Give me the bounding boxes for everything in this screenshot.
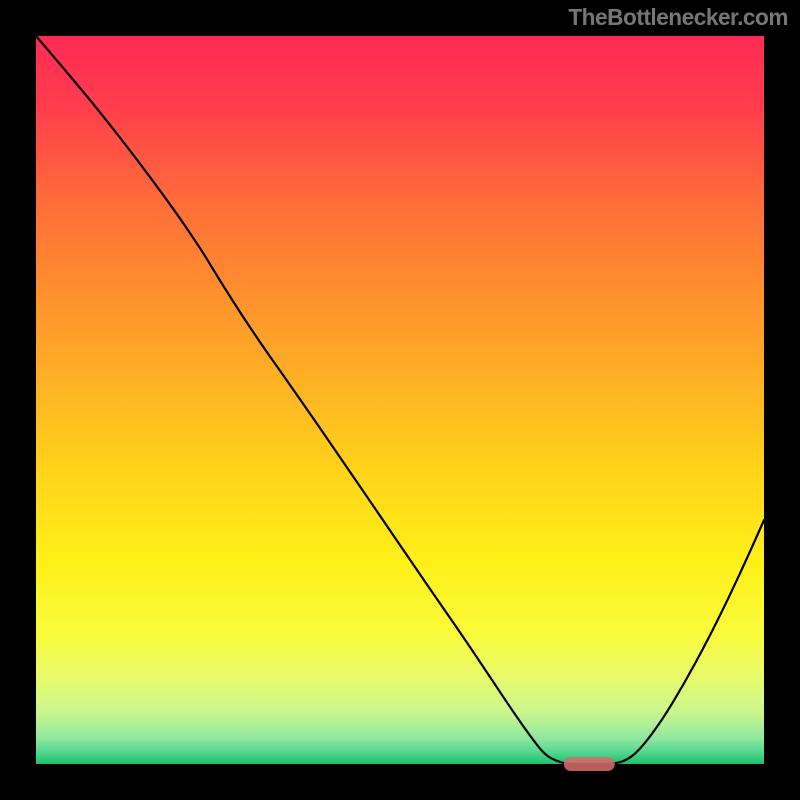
optimal-marker (564, 757, 615, 771)
bottleneck-chart (0, 0, 800, 800)
watermark-text: TheBottlenecker.com (568, 4, 788, 31)
chart-container: TheBottlenecker.com (0, 0, 800, 800)
plot-background (36, 36, 764, 764)
